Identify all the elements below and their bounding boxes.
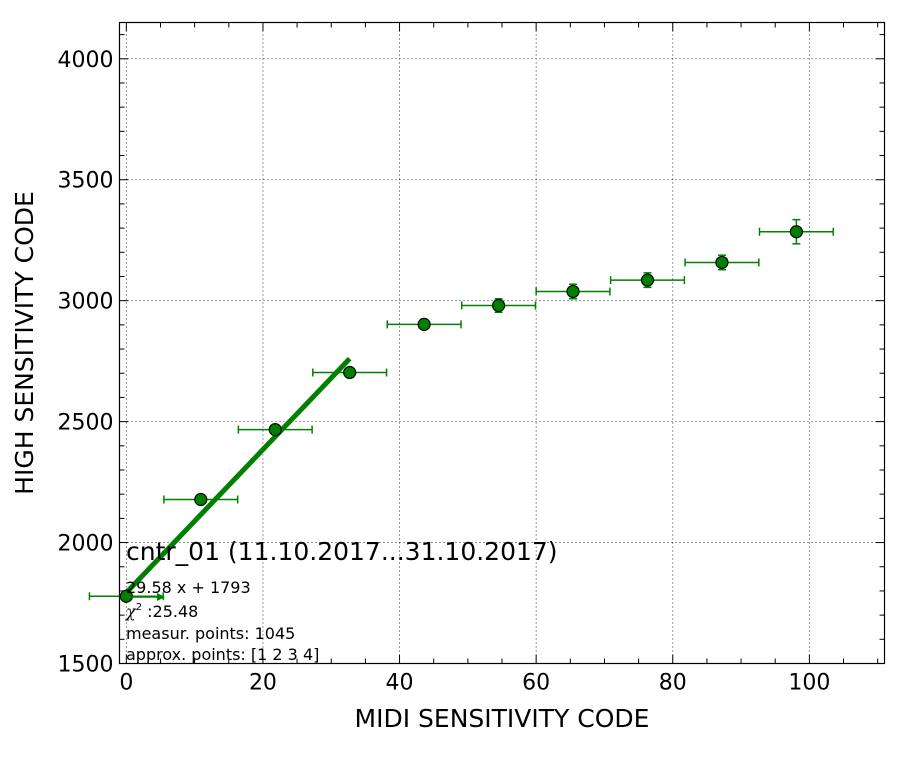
y-tick-label: 1500	[58, 653, 114, 678]
y-tick-labels: 1500 2000 2500 3000 3500 4000	[58, 48, 114, 678]
data-point	[268, 422, 282, 437]
data-point	[343, 365, 357, 380]
grid-lines	[119, 22, 885, 664]
chi-value: :25.48	[142, 602, 198, 621]
minor-ticks	[119, 22, 885, 664]
annotation-measur-points: measur. points: 1045	[126, 624, 295, 643]
y-axis-label: HIGH SENSITIVITY CODE	[10, 191, 39, 495]
chi-power: 2	[136, 602, 142, 613]
data-point	[789, 225, 803, 239]
x-tick-labels: 0 20 40 60 80 100	[119, 671, 830, 696]
x-tick-label: 80	[659, 671, 687, 696]
data-points	[119, 225, 803, 603]
y-tick-label: 4000	[58, 48, 114, 73]
y-tick-label: 2000	[58, 532, 114, 557]
annotation-chi-squared: χ2 :25.48	[125, 602, 198, 621]
annotation-equation: 29.58 x + 1793	[126, 578, 251, 597]
y-tick-label: 3000	[58, 290, 114, 315]
y-tick-label: 2500	[58, 411, 114, 436]
annotation-arrow	[127, 593, 165, 601]
x-axis-label: MIDI SENSITIVITY CODE	[355, 704, 650, 733]
data-point	[491, 298, 506, 313]
plot-frame	[118, 21, 886, 665]
data-point	[566, 284, 580, 299]
x-tick-label: 100	[788, 671, 830, 696]
data-point	[640, 273, 655, 287]
x-tick-label: 0	[119, 671, 133, 696]
annotation-title: cntr_01 (11.10.2017...31.10.2017)	[126, 537, 558, 566]
fit-line-group	[124, 356, 352, 595]
x-tick-label: 60	[522, 671, 550, 696]
data-point	[715, 255, 729, 270]
data-point	[194, 492, 208, 507]
x-tick-label: 20	[249, 671, 277, 696]
y-tick-label: 3500	[58, 169, 114, 194]
data-point	[417, 317, 431, 331]
fit-line	[124, 356, 352, 595]
chi-symbol: χ	[125, 602, 137, 621]
x-tick-label: 40	[386, 671, 414, 696]
annotation-approx-points: approx. points: [1 2 3 4]	[126, 645, 319, 664]
